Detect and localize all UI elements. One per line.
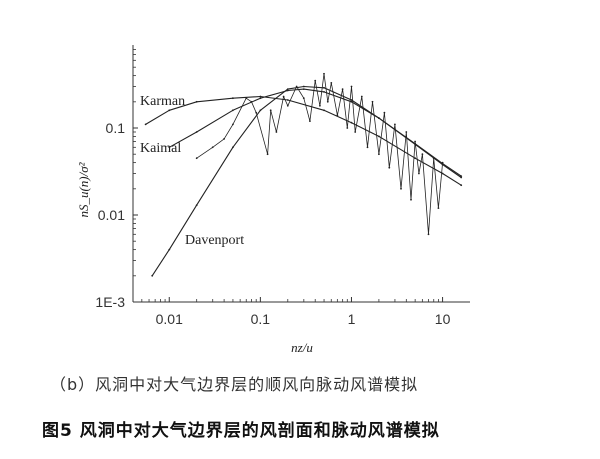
series-measured-point [341, 88, 344, 90]
series-measured-point [388, 166, 391, 169]
series-karman-point [144, 123, 147, 126]
series-karman-point [168, 109, 171, 112]
series-measured-point [441, 161, 444, 164]
series-measured-point [309, 120, 311, 122]
series-kaimal-point [323, 91, 325, 93]
series-karman-point [323, 109, 325, 112]
series [144, 72, 463, 277]
x-tick-label: 0.1 [251, 311, 271, 327]
x-axis-title: nz/u [291, 340, 313, 355]
series-measured-point [195, 157, 198, 160]
series-davenport-point [302, 85, 305, 88]
subfigure-caption: （b）风洞中对大气边界层的顺风向脉动风谱模拟 [50, 375, 419, 394]
figure-caption: 图5 风洞中对大气边界层的风剖面和脉动风谱模拟 [42, 421, 440, 441]
series-karman-point [232, 97, 234, 100]
series-davenport-point [151, 274, 154, 277]
series-karman-point [195, 100, 198, 103]
series-karman [145, 95, 462, 186]
series-measured-point [437, 207, 440, 210]
series-karman-point [378, 135, 380, 138]
series-karman-point [286, 99, 289, 101]
series-measured-point [421, 153, 424, 156]
series-davenport-point [323, 86, 325, 89]
y-axis-title: nS_u(n)/σ² [76, 161, 91, 217]
series-kaimal-point [302, 88, 305, 90]
series-measured-point [302, 97, 305, 100]
x-tick-label: 1 [348, 311, 356, 327]
series-measured-point [314, 79, 317, 82]
series-kaimal-point [195, 131, 198, 133]
series-measured-point [350, 85, 353, 88]
series-measured-point [410, 198, 412, 201]
series-davenport-point [350, 99, 353, 101]
series-measured-point [319, 104, 321, 107]
series-measured-point [346, 127, 349, 129]
series-measured-point [323, 72, 325, 75]
series-measured [196, 73, 443, 235]
series-measured-point [282, 95, 285, 98]
series-measured-point [269, 109, 272, 112]
series-karman-point [414, 157, 416, 160]
series-measured-point [275, 131, 278, 133]
series-davenport-point [378, 117, 380, 119]
series-karman-point [350, 121, 353, 124]
series-measured-point [360, 95, 363, 98]
series-kaimal-point [259, 97, 262, 100]
series-measured-point [414, 140, 416, 143]
series-measured-point [232, 123, 234, 126]
series-davenport-point [232, 146, 234, 149]
series-measured-point [250, 100, 253, 103]
y-tick-label: 0.01 [98, 207, 125, 223]
series-measured-point [427, 233, 430, 236]
series-karman-point [441, 172, 444, 175]
ticks: 0.01 0.1 1 10 1E-3 0.01 0.1 [95, 49, 451, 327]
series-kaimal-point [350, 100, 353, 103]
series-kaimal-point [232, 109, 234, 112]
series-measured-point [371, 100, 374, 103]
series-measured-point [394, 123, 396, 126]
series-measured-point [336, 114, 339, 117]
series-measured-point [378, 153, 380, 156]
series-measured-point [383, 111, 386, 114]
series-measured-point [286, 104, 289, 107]
series-davenport-point [195, 204, 198, 207]
series-karman-point [460, 184, 463, 187]
series-davenport-point [168, 248, 171, 251]
series-measured-point [330, 82, 333, 84]
series-measured-point [211, 146, 214, 149]
y-tick-label: 0.1 [106, 120, 126, 136]
series-measured-point [418, 172, 420, 175]
series-davenport-point [286, 88, 289, 90]
series-kaimal-point [460, 176, 463, 179]
series-measured-point [400, 187, 402, 190]
spectrum-chart: 0.01 0.1 1 10 1E-3 0.01 0.1 Karman Kaimal Dave… [76, 45, 470, 355]
series-measured-point [354, 131, 357, 133]
series-measured-point [295, 85, 298, 88]
series-measured-point [266, 153, 269, 156]
series-measured-point [366, 146, 369, 149]
series-karman-point [259, 95, 262, 98]
series-kaimal-point [168, 146, 171, 149]
curve-label-davenport: Davenport [185, 233, 244, 248]
y-tick-label: 1E-3 [95, 294, 125, 310]
series-measured-point [405, 131, 408, 133]
x-tick-label: 0.01 [156, 311, 183, 327]
series-davenport-point [460, 175, 463, 178]
series-measured-point [432, 157, 435, 160]
series-davenport-point [259, 109, 262, 112]
curve-label-karman: Karman [140, 94, 185, 109]
series-measured-point [223, 138, 226, 140]
series-measured-point [255, 111, 258, 114]
x-tick-label: 10 [435, 311, 451, 327]
curve-label-kaimal: Kaimal [140, 141, 181, 156]
series-measured-point [326, 100, 329, 103]
series-measured-point [245, 97, 248, 100]
